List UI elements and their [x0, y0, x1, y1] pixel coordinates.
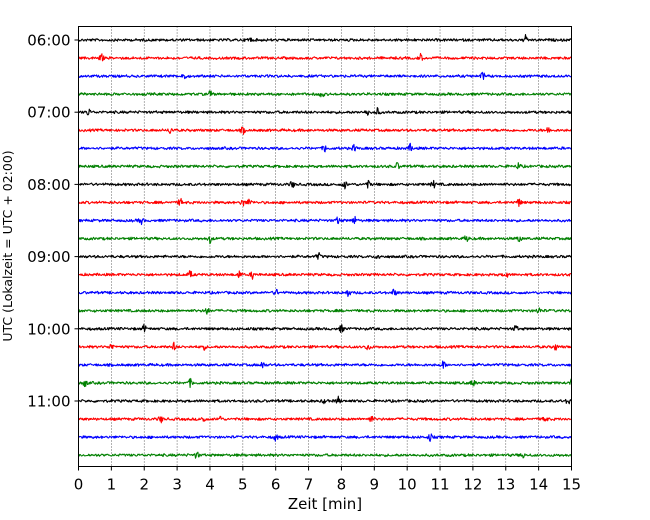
y-tick-label: 06:00 — [27, 32, 70, 50]
trace-06:30 — [78, 71, 572, 80]
trace-09:00 — [78, 251, 572, 260]
x-tick-label: 4 — [205, 476, 215, 494]
trace-11:00 — [78, 395, 572, 405]
trace-06:15 — [77, 52, 572, 62]
trace-07:15 — [77, 126, 572, 135]
x-tick-label: 2 — [139, 476, 149, 494]
x-tick-label: 9 — [370, 476, 380, 494]
x-axis-ticks: 0 1 2 3 4 5 6 7 8 9 10 11 12 13 14 15 — [74, 466, 581, 494]
x-tick-label: 1 — [107, 476, 117, 494]
plot-frame — [78, 26, 572, 467]
x-tick-label: 8 — [337, 476, 347, 494]
trace-11:45 — [77, 451, 572, 459]
x-tick-label: 7 — [304, 476, 314, 494]
trace-08:45 — [78, 235, 572, 245]
trace-07:30 — [78, 142, 572, 153]
trace-10:45 — [77, 377, 572, 389]
y-tick-label: 08:00 — [27, 176, 70, 194]
trace-08:00 — [78, 179, 572, 190]
x-tick-label: 5 — [238, 476, 248, 494]
x-tick-label: 3 — [172, 476, 182, 494]
trace-08:30 — [77, 215, 572, 226]
trace-10:30 — [77, 360, 572, 369]
x-tick-label: 0 — [74, 476, 84, 494]
trace-10:00 — [78, 323, 572, 333]
trace-11:30 — [78, 433, 572, 442]
y-tick-label: 10:00 — [27, 320, 70, 338]
y-tick-label: 11:00 — [27, 393, 70, 411]
x-tick-label: 6 — [271, 476, 281, 494]
x-tick-label: 14 — [529, 476, 548, 494]
y-tick-label: 07:00 — [27, 104, 70, 122]
grid-lines — [111, 26, 539, 467]
x-tick-label: 15 — [562, 476, 581, 494]
x-tick-label: 13 — [496, 476, 515, 494]
trace-06:00 — [77, 34, 572, 43]
trace-07:00 — [78, 106, 572, 116]
y-tick-label: 09:00 — [27, 248, 70, 266]
trace-11:15 — [78, 415, 572, 424]
x-tick-label: 10 — [398, 476, 417, 494]
seismic-traces — [77, 34, 572, 459]
trace-10:15 — [78, 341, 572, 351]
trace-07:45 — [78, 162, 572, 170]
y-axis-ticks: 06:00 07:00 08:00 09:00 10:00 11:00 — [27, 32, 79, 411]
x-axis-label: Zeit [min] — [288, 495, 362, 513]
x-tick-label: 12 — [463, 476, 482, 494]
x-tick-label: 11 — [430, 476, 449, 494]
trace-09:45 — [77, 307, 572, 315]
trace-08:15 — [78, 197, 572, 207]
trace-06:45 — [77, 90, 572, 98]
y-axis-label: UTC (Lokalzeit = UTC + 02:00) — [0, 150, 15, 341]
trace-09:30 — [78, 288, 572, 298]
trace-09:15 — [78, 270, 572, 280]
